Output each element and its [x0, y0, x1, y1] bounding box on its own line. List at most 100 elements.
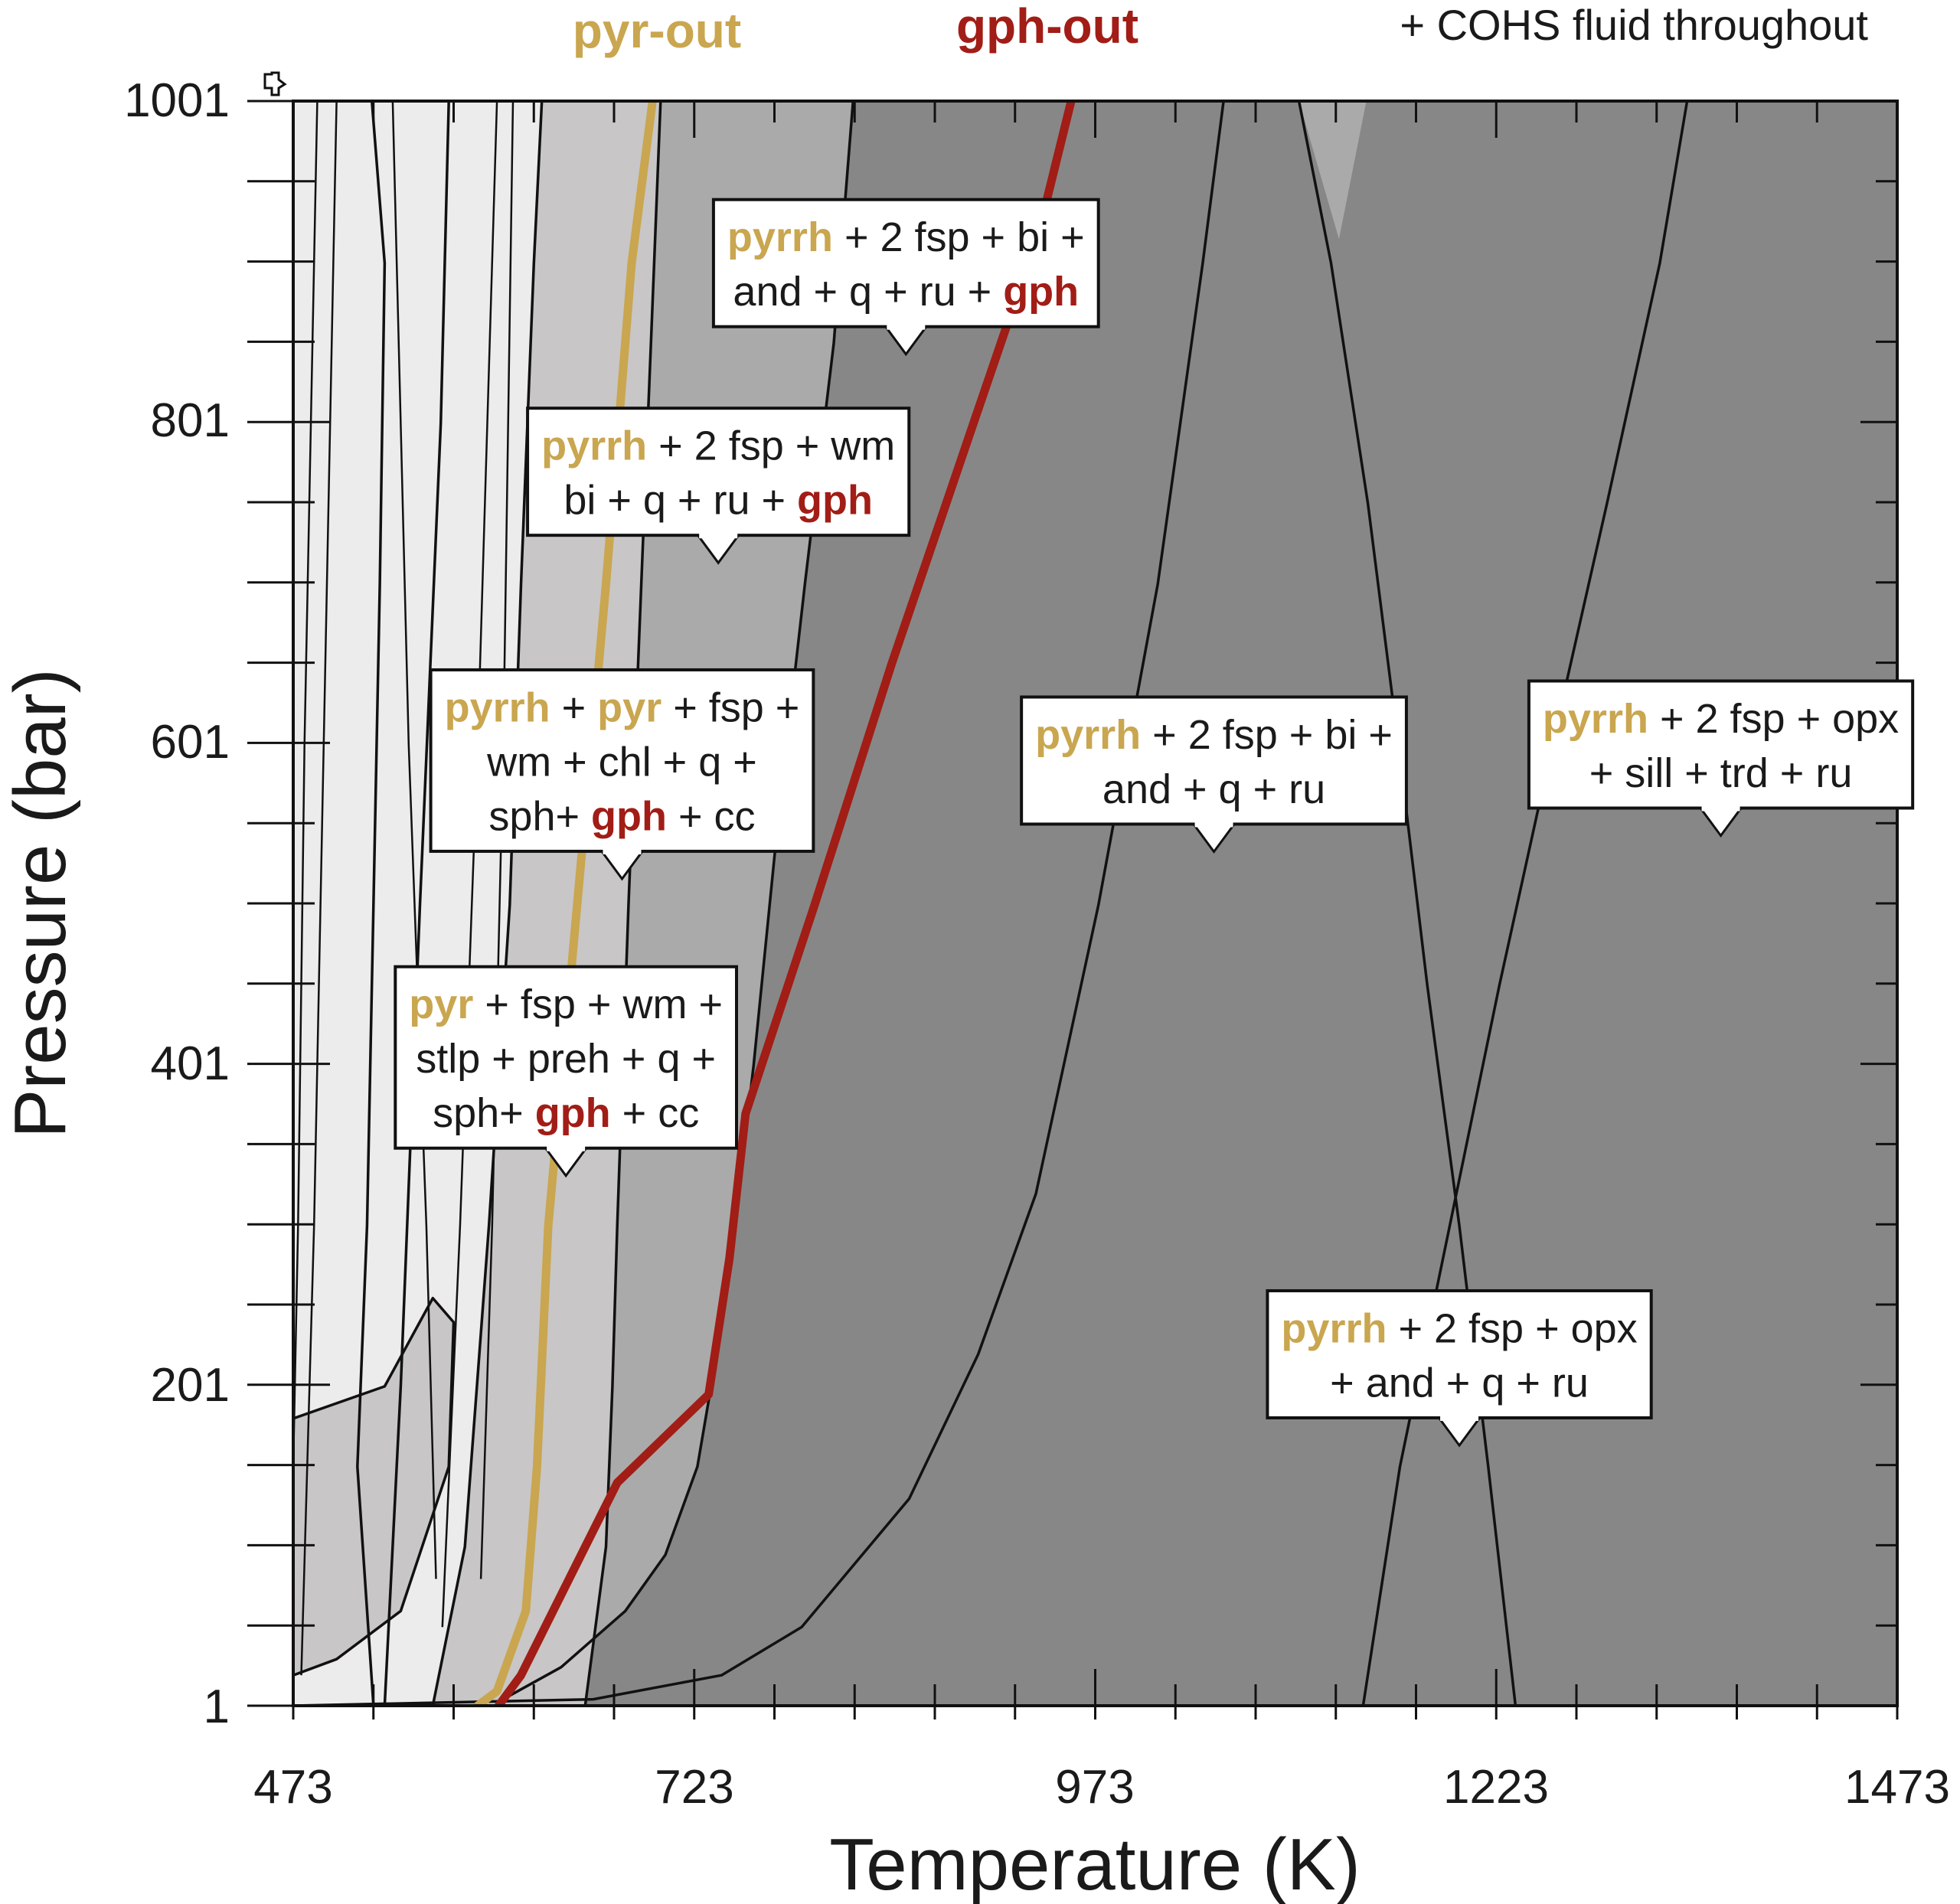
phase-boundary-line — [293, 101, 1225, 1706]
callout-text-segment: + 2 fsp + bi + — [833, 214, 1085, 260]
callout-line: pyr + fsp + wm + — [409, 981, 723, 1027]
callout-text-segment: + — [550, 684, 598, 730]
gph-out-label: gph-out — [956, 0, 1138, 54]
callout-box — [1020, 695, 1408, 826]
field-label-callout: pyrrh + 2 fsp + bi + and + q + ru + gph — [711, 198, 1100, 357]
x-tick-label: 1473 — [1844, 1761, 1950, 1814]
phase-boundary-line — [1361, 101, 1689, 1706]
callout-box — [526, 407, 911, 537]
y-tick-label: 401 — [151, 1037, 230, 1090]
callout-text-segment: sph+ — [433, 1090, 535, 1136]
callout-text-segment: and + q + ru — [1102, 766, 1325, 812]
callout-line: + and + q + ru — [1330, 1360, 1589, 1406]
callout-box — [1266, 1288, 1653, 1419]
callout-line: pyrrh + pyr + fsp + — [445, 684, 800, 730]
gph-out-curve — [494, 101, 1076, 1706]
callout-line: pyrrh + 2 fsp + bi + — [727, 214, 1085, 260]
field-label-callout: pyr + fsp + wm + stlp + preh + q + sph+ gp… — [394, 965, 738, 1178]
field-light — [293, 101, 542, 1706]
callout-joint — [547, 1145, 586, 1151]
phase-boundary-line — [383, 101, 450, 1706]
mineral-pyrrh: pyrrh — [727, 214, 833, 260]
callout-text-segment: + 2 fsp + bi + — [1141, 712, 1393, 758]
reaction-curves — [473, 101, 1076, 1706]
field-low-gray — [293, 1298, 454, 1676]
phase-boundaries — [293, 101, 1689, 1706]
callout-line: + sill + trd + ru — [1589, 750, 1853, 796]
callout-line: pyrrh + 2 fsp + bi + — [1035, 712, 1393, 758]
field-label-callout: pyrrh + 2 fsp + bi + and + q + ru — [1020, 695, 1408, 854]
callout-line: stlp + preh + q + — [416, 1036, 716, 1082]
mineral-pyr: pyr — [409, 981, 473, 1027]
callout-line: bi + q + ru + gph — [564, 478, 873, 524]
y-axis: 1 201 401 601 801 1001 Pressure (bar) — [0, 74, 230, 1733]
pyr-out-label: pyr-out — [573, 3, 741, 58]
y-tick-label: 801 — [151, 394, 230, 447]
field-label-callout: pyrrh + pyr + fsp + wm + chl + q + sph+ gp… — [429, 668, 815, 881]
pyr-out-curve — [473, 101, 657, 1706]
y-tick-label: 1 — [204, 1680, 230, 1733]
callout-box — [1527, 679, 1915, 810]
callout-text-segment: bi + q + ru + — [564, 478, 797, 524]
y-tick-label: 201 — [151, 1359, 230, 1412]
callout-box — [394, 965, 738, 1150]
callout-line: and + q + ru + gph — [733, 269, 1079, 315]
mineral-pyrrh: pyrrh — [1543, 696, 1648, 742]
phase-boundary-line — [1297, 101, 1517, 1706]
fluid-note: + COHS fluid throughout — [1400, 1, 1868, 49]
callout-line: and + q + ru — [1102, 766, 1325, 812]
callout-text-segment: + 2 fsp + opx — [1648, 696, 1899, 742]
phase-boundary-line — [293, 1296, 456, 1677]
x-tick-label: 1223 — [1443, 1761, 1549, 1814]
callout-text-segment: sph+ — [488, 793, 591, 839]
y-tick-label: 1001 — [124, 74, 230, 127]
callout-text-segment: + and + q + ru — [1330, 1360, 1589, 1406]
callout-joint — [1701, 805, 1740, 812]
mineral-gph: gph — [797, 478, 873, 524]
mineral-gph: gph — [1003, 269, 1079, 315]
x-axis: 473 723 973 1223 1473 Temperature (K) — [253, 1761, 1950, 1904]
cursor-icon — [263, 71, 287, 96]
mineral-pyr: pyr — [597, 684, 662, 730]
callout-line: sph+ gph + cc — [488, 793, 755, 839]
callout-text-segment: + sill + trd + ru — [1589, 750, 1853, 796]
mineral-pyrrh: pyrrh — [1035, 712, 1141, 758]
callout-text-segment: wm + chl + q + — [486, 739, 757, 785]
callout-box — [429, 668, 815, 853]
minor-boundary-line — [300, 101, 338, 1676]
callout-text-segment: stlp + preh + q + — [416, 1036, 716, 1082]
callout-text-segment: + cc — [611, 1090, 700, 1136]
callout-joint — [887, 323, 926, 330]
callout-joint — [699, 532, 738, 539]
callout-line: wm + chl + q + — [486, 739, 757, 785]
mineral-pyrrh: pyrrh — [445, 684, 550, 730]
callout-joint — [603, 847, 642, 854]
x-tick-label: 973 — [1055, 1761, 1134, 1814]
phase-boundary-line — [431, 101, 544, 1706]
callout-line: pyrrh + 2 fsp + opx — [1281, 1305, 1637, 1351]
y-tick-label: 601 — [151, 716, 230, 769]
callout-text-segment: + fsp + — [662, 684, 799, 730]
field-label-callout: pyrrh + 2 fsp + opx + sill + trd + ru — [1527, 679, 1915, 838]
callout-text-segment: + fsp + wm + — [473, 981, 723, 1027]
callout-line: pyrrh + 2 fsp + wm — [541, 423, 895, 469]
axis-ticks — [247, 100, 1899, 1719]
field-label-callout: pyrrh + 2 fsp + wm bi + q + ru + gph — [526, 407, 911, 565]
callout-text-segment: + cc — [667, 793, 756, 839]
field-crossing-gray — [1298, 101, 1367, 240]
x-tick-label: 473 — [253, 1761, 332, 1814]
callout-box — [711, 198, 1100, 328]
mineral-gph: gph — [535, 1090, 611, 1136]
phase-boundary-line — [356, 101, 387, 1706]
y-axis-title: Pressure (bar) — [0, 668, 81, 1138]
mineral-pyrrh: pyrrh — [541, 423, 647, 469]
callout-joint — [1194, 821, 1233, 828]
field-label-callout: pyrrh + 2 fsp + opx + and + q + ru — [1266, 1288, 1653, 1448]
mineral-gph: gph — [591, 793, 667, 839]
callout-text-segment: and + q + ru + — [733, 269, 1003, 315]
x-axis-title: Temperature (K) — [829, 1824, 1361, 1904]
x-tick-label: 723 — [655, 1761, 733, 1814]
field-label-callouts: pyrrh + 2 fsp + bi +and + q + ru + gphpy… — [394, 198, 1915, 1448]
